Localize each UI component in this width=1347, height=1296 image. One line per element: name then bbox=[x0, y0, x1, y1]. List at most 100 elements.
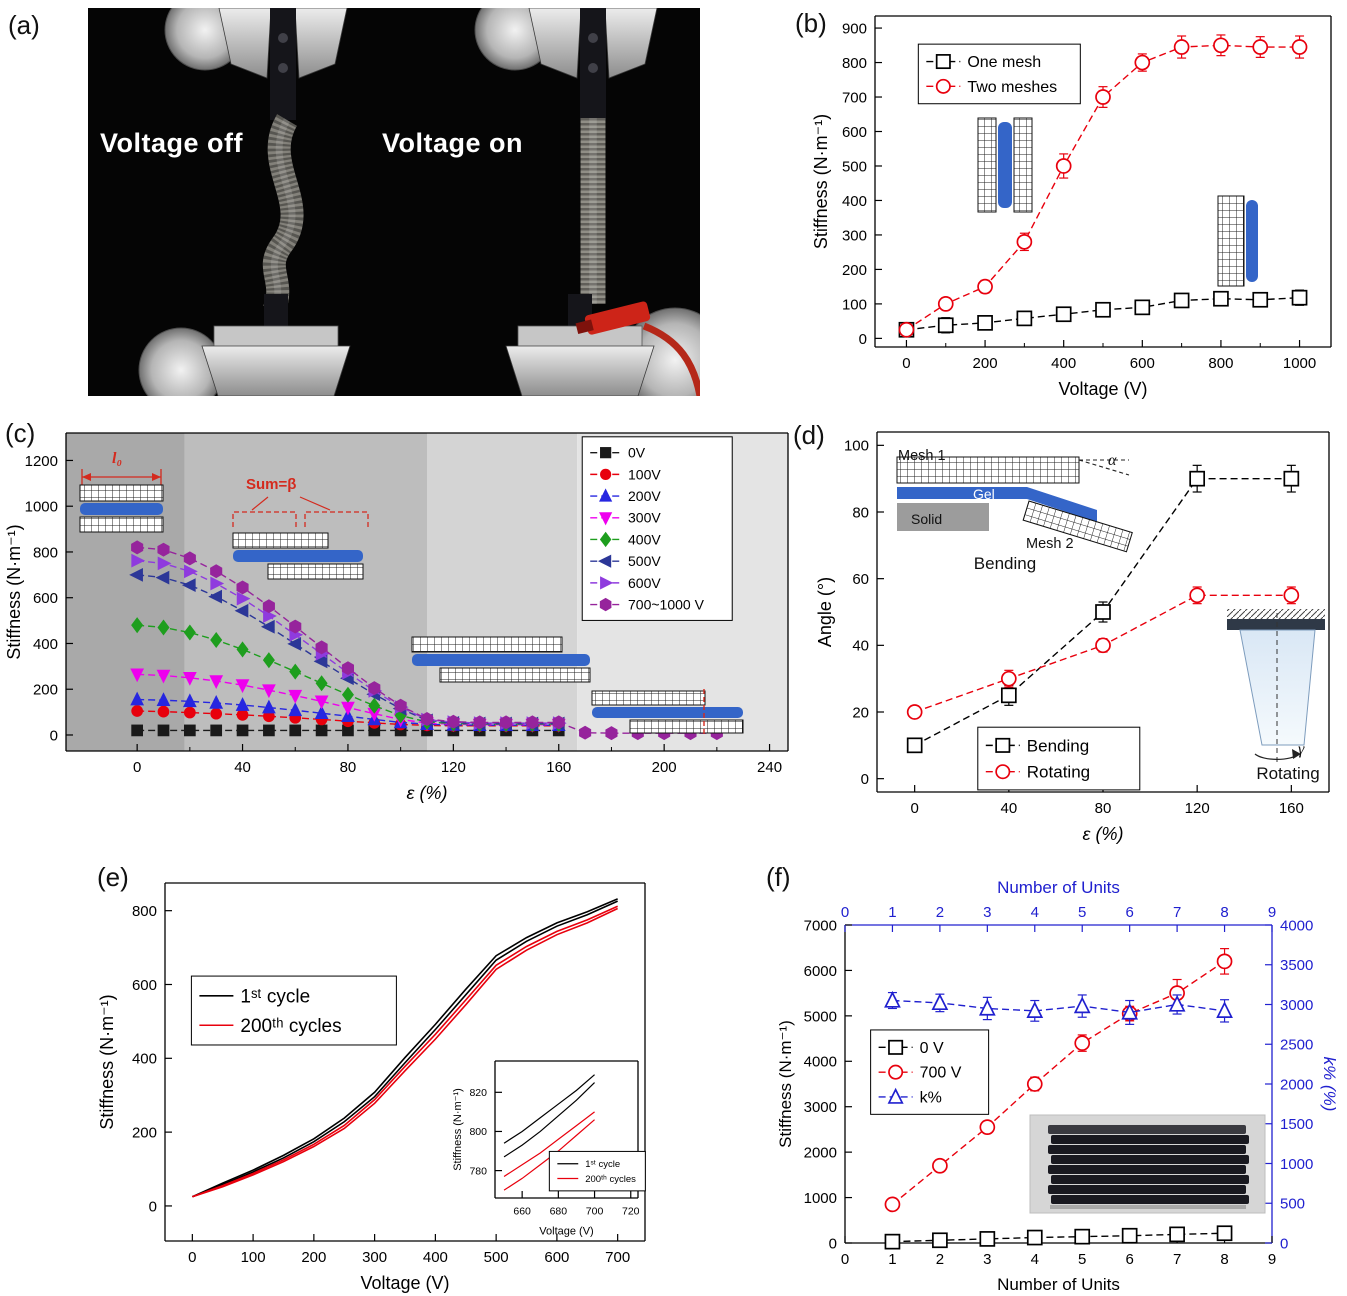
annotation-l0: l₀ bbox=[112, 450, 123, 467]
svg-text:800: 800 bbox=[132, 903, 157, 920]
svg-text:400: 400 bbox=[132, 1051, 157, 1068]
svg-text:200: 200 bbox=[652, 759, 677, 776]
svg-text:1000: 1000 bbox=[1283, 355, 1316, 372]
svg-text:9: 9 bbox=[1268, 904, 1276, 921]
svg-text:200: 200 bbox=[842, 262, 867, 279]
panel-label-a: (a) bbox=[8, 10, 40, 40]
svg-text:1ˢᵗ cycle: 1ˢᵗ cycle bbox=[585, 1159, 620, 1170]
chart-e-inset-zoom: 660 680 700 720 780 800 820 Voltage (V) Stiffnes… bbox=[452, 1060, 646, 1238]
svg-text:k%: k% bbox=[920, 1090, 942, 1107]
svg-text:4000: 4000 bbox=[804, 1054, 837, 1071]
svg-text:4: 4 bbox=[1031, 1251, 1039, 1268]
svg-text:400V: 400V bbox=[628, 531, 661, 547]
svg-text:ε (%): ε (%) bbox=[407, 783, 448, 803]
panel-a-photo bbox=[88, 0, 728, 413]
svg-text:0: 0 bbox=[902, 355, 910, 372]
svg-text:Stiffness (N·m⁻¹): Stiffness (N·m⁻¹) bbox=[97, 994, 117, 1129]
svg-text:240: 240 bbox=[757, 759, 782, 776]
svg-text:400: 400 bbox=[842, 193, 867, 210]
annotation-gamma: γ bbox=[1298, 741, 1305, 758]
chart-e-cycling-curves: 0 100 200 300 400 500 600 700 0 200 400 600 800 Volta… bbox=[97, 882, 646, 1293]
svg-text:600: 600 bbox=[132, 977, 157, 994]
svg-text:1000: 1000 bbox=[1280, 1156, 1313, 1173]
svg-text:k% (%): k% (%) bbox=[1320, 1057, 1339, 1112]
svg-text:Stiffness (N·m⁻¹): Stiffness (N·m⁻¹) bbox=[4, 524, 24, 659]
svg-text:80: 80 bbox=[852, 504, 869, 521]
svg-text:120: 120 bbox=[1185, 800, 1210, 817]
svg-text:200: 200 bbox=[33, 682, 58, 699]
svg-text:Number of Units: Number of Units bbox=[997, 878, 1120, 897]
svg-text:7000: 7000 bbox=[804, 917, 837, 934]
annotation-mesh2: Mesh 2 bbox=[1026, 536, 1074, 552]
panel-label-c: (c) bbox=[5, 418, 36, 448]
chart-b-stiffness-vs-voltage: 0 200 400 600 800 1000 0 100 200 300 400 500 600 700 8… bbox=[811, 15, 1332, 399]
panel-label-f: (f) bbox=[766, 862, 791, 892]
svg-text:4: 4 bbox=[1031, 904, 1039, 921]
svg-text:100: 100 bbox=[241, 1249, 266, 1266]
svg-text:Bending: Bending bbox=[1027, 736, 1089, 755]
svg-text:80: 80 bbox=[340, 759, 357, 776]
svg-text:1: 1 bbox=[888, 1251, 896, 1268]
svg-text:5000: 5000 bbox=[804, 1008, 837, 1025]
svg-text:160: 160 bbox=[1279, 800, 1304, 817]
annotation-sum-beta: Sum=β bbox=[246, 476, 297, 493]
svg-text:40: 40 bbox=[234, 759, 251, 776]
svg-text:680: 680 bbox=[550, 1206, 568, 1218]
annotation-rotating: Rotating bbox=[1256, 764, 1320, 783]
annotation-alpha: α bbox=[1108, 452, 1117, 469]
svg-text:Angle (°): Angle (°) bbox=[815, 577, 835, 647]
annotation-solid: Solid bbox=[911, 511, 943, 527]
svg-text:Stiffness (N·m⁻¹): Stiffness (N·m⁻¹) bbox=[811, 114, 831, 249]
svg-text:600: 600 bbox=[1130, 355, 1155, 372]
svg-text:600: 600 bbox=[842, 124, 867, 141]
svg-text:0 V: 0 V bbox=[920, 1040, 944, 1057]
svg-text:500: 500 bbox=[484, 1249, 509, 1266]
chart-c-stiffness-vs-strain: 0 40 80 120 160 200 240 0 200 400 600 800 1000 1200 ε … bbox=[4, 432, 789, 803]
svg-text:9: 9 bbox=[1268, 1251, 1276, 1268]
svg-text:1ˢᵗ cycle: 1ˢᵗ cycle bbox=[240, 986, 310, 1007]
svg-text:3: 3 bbox=[983, 1251, 991, 1268]
svg-text:700: 700 bbox=[842, 89, 867, 106]
svg-text:300V: 300V bbox=[628, 510, 661, 526]
svg-text:600: 600 bbox=[33, 590, 58, 607]
svg-text:2500: 2500 bbox=[1280, 1037, 1313, 1054]
svg-text:200ᵗʰ cycles: 200ᵗʰ cycles bbox=[585, 1174, 636, 1185]
annotation-gel: Gel bbox=[973, 486, 995, 502]
svg-text:700: 700 bbox=[605, 1249, 630, 1266]
svg-text:2000: 2000 bbox=[804, 1145, 837, 1162]
svg-text:6: 6 bbox=[1125, 904, 1133, 921]
svg-text:200: 200 bbox=[973, 355, 998, 372]
svg-text:660: 660 bbox=[513, 1206, 531, 1218]
svg-text:800: 800 bbox=[469, 1126, 487, 1138]
svg-text:1000: 1000 bbox=[25, 499, 58, 516]
svg-text:600V: 600V bbox=[628, 575, 661, 591]
svg-text:20: 20 bbox=[852, 704, 869, 721]
svg-text:200: 200 bbox=[132, 1125, 157, 1142]
svg-text:Voltage (V): Voltage (V) bbox=[1058, 379, 1147, 399]
svg-text:3: 3 bbox=[983, 904, 991, 921]
svg-text:40: 40 bbox=[1000, 800, 1017, 817]
svg-text:2: 2 bbox=[936, 1251, 944, 1268]
svg-text:1500: 1500 bbox=[1280, 1116, 1313, 1133]
svg-text:Voltage (V): Voltage (V) bbox=[360, 1273, 449, 1293]
svg-text:780: 780 bbox=[469, 1165, 487, 1177]
svg-text:2000: 2000 bbox=[1280, 1076, 1313, 1093]
svg-text:3500: 3500 bbox=[1280, 957, 1313, 974]
svg-text:0: 0 bbox=[50, 727, 58, 744]
svg-text:400: 400 bbox=[423, 1249, 448, 1266]
svg-text:0: 0 bbox=[841, 904, 849, 921]
svg-text:40: 40 bbox=[852, 638, 869, 655]
experiment-photo-canvas bbox=[88, 0, 728, 413]
svg-text:700 V: 700 V bbox=[920, 1065, 962, 1082]
panel-label-e: (e) bbox=[97, 862, 129, 892]
svg-text:0: 0 bbox=[188, 1249, 196, 1266]
svg-text:700~1000 V: 700~1000 V bbox=[628, 596, 705, 612]
svg-text:300: 300 bbox=[362, 1249, 387, 1266]
svg-text:3000: 3000 bbox=[1280, 997, 1313, 1014]
svg-text:80: 80 bbox=[1095, 800, 1112, 817]
svg-text:8: 8 bbox=[1220, 904, 1228, 921]
svg-text:100V: 100V bbox=[628, 466, 661, 482]
svg-text:8: 8 bbox=[1220, 1251, 1228, 1268]
chart-f-stiffness-vs-units: 0 1 2 3 4 5 6 7 8 9010002000300040005000600070000… bbox=[776, 878, 1339, 1294]
